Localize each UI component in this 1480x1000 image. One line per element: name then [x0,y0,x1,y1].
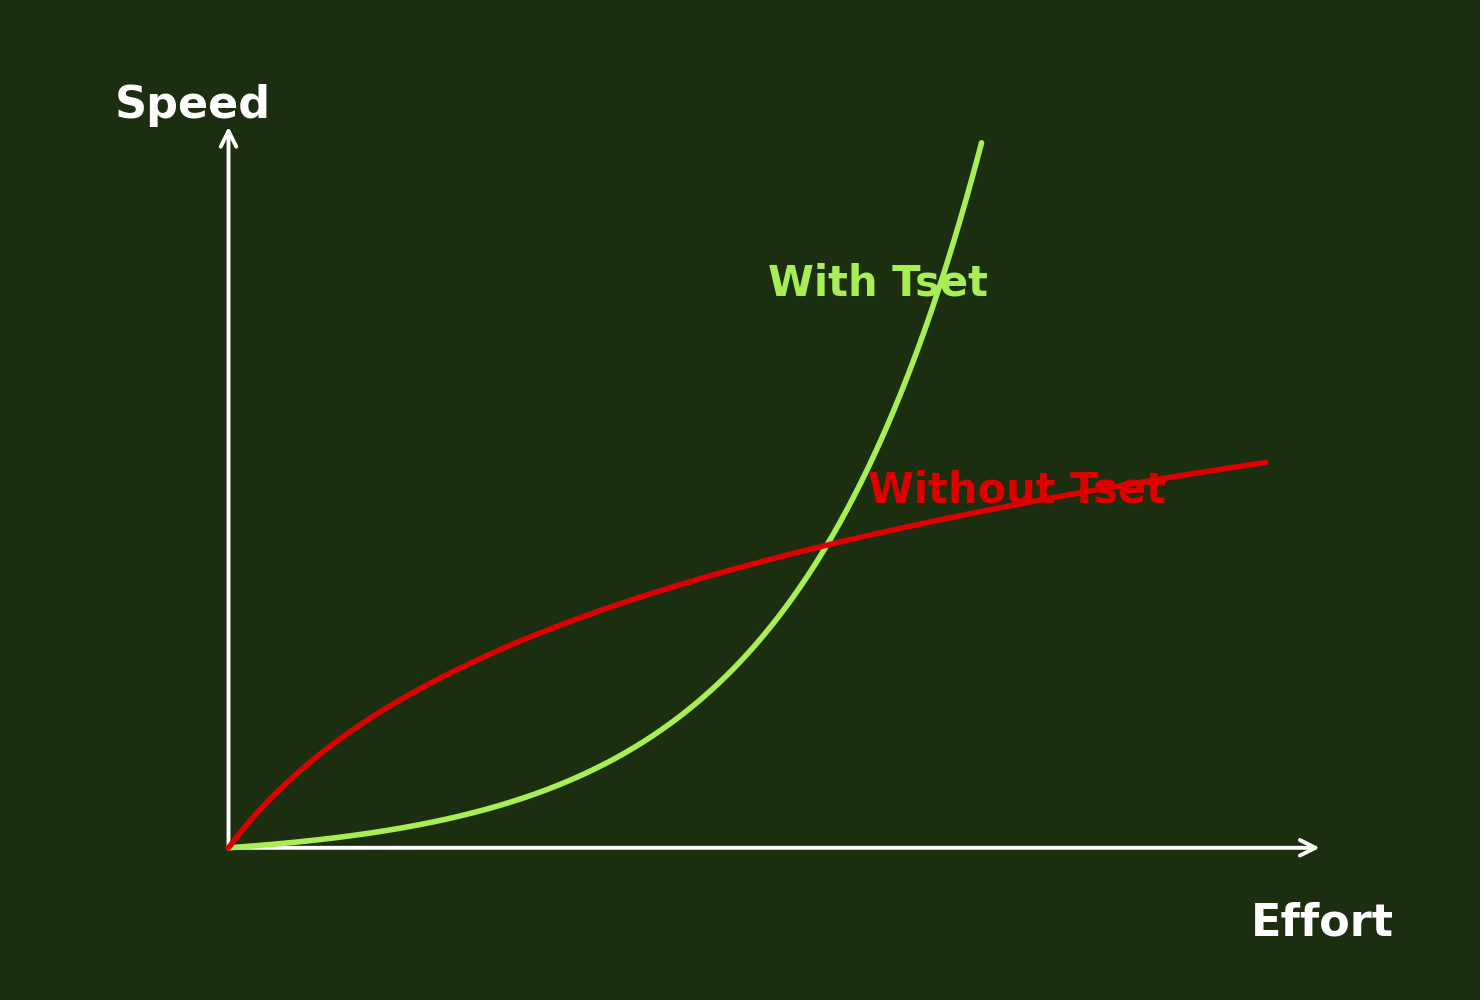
Text: Speed: Speed [115,84,271,127]
Text: Without Tset: Without Tset [867,470,1166,512]
Text: Effort: Effort [1251,902,1394,944]
Text: With Tset: With Tset [768,263,989,305]
